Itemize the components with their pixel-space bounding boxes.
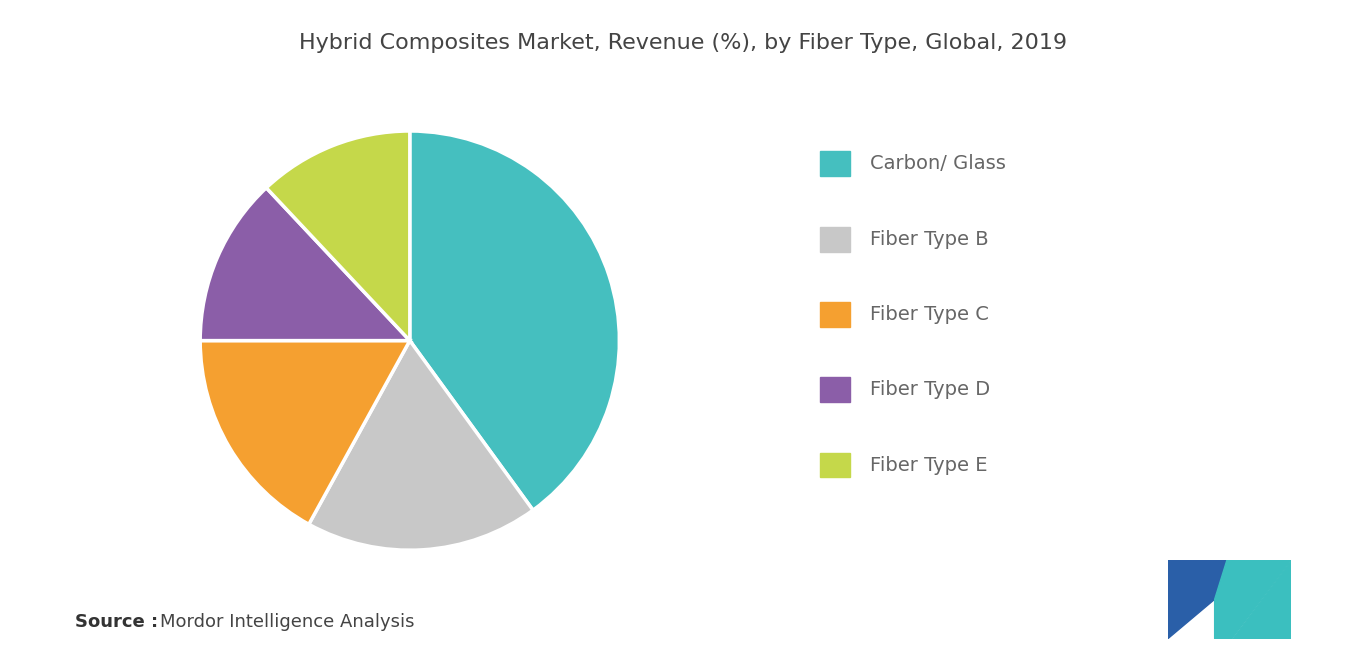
Text: Fiber Type B: Fiber Type B [870,229,989,249]
Wedge shape [266,131,410,341]
Text: Mordor Intelligence Analysis: Mordor Intelligence Analysis [160,613,414,631]
Polygon shape [1214,560,1232,639]
Polygon shape [1168,560,1214,639]
Polygon shape [1232,560,1291,639]
Polygon shape [1168,560,1227,599]
Wedge shape [201,341,410,524]
Wedge shape [201,188,410,341]
Text: Hybrid Composites Market, Revenue (%), by Fiber Type, Global, 2019: Hybrid Composites Market, Revenue (%), b… [299,33,1067,53]
Text: Carbon/ Glass: Carbon/ Glass [870,154,1005,174]
Text: Source :: Source : [75,613,158,631]
Polygon shape [1232,560,1291,639]
Wedge shape [410,131,619,510]
Text: Fiber Type E: Fiber Type E [870,455,988,475]
Text: Fiber Type C: Fiber Type C [870,305,989,324]
Wedge shape [309,341,533,550]
Text: Fiber Type D: Fiber Type D [870,380,990,400]
